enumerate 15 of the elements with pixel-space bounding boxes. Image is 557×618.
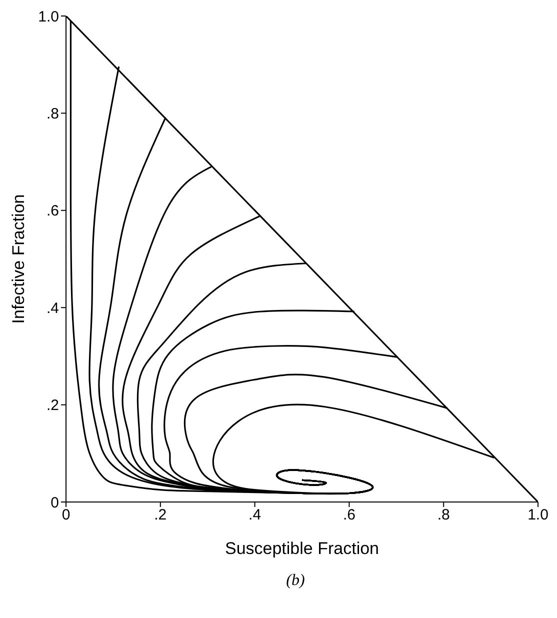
y-tick-label: .4 (46, 300, 59, 317)
x-axis-title: Susceptible Fraction (224, 539, 380, 558)
x-tick-label: 0 (62, 506, 70, 524)
y-tick-label: .2 (46, 397, 59, 414)
x-tick-label: .2 (154, 506, 167, 524)
y-tick-label: .6 (46, 202, 59, 220)
y-axis-title: Infective Fraction (9, 194, 28, 324)
y-tick-label: 1.0 (38, 8, 59, 26)
y-tick-label: 0 (50, 494, 59, 512)
x-tick-label: .8 (437, 506, 450, 524)
x-tick-label: .6 (342, 506, 356, 524)
x-tick-label: .4 (248, 506, 262, 524)
x-tick-label: 1.0 (528, 506, 548, 524)
y-tick-label: .8 (46, 106, 59, 123)
text: (b) (285, 572, 306, 590)
